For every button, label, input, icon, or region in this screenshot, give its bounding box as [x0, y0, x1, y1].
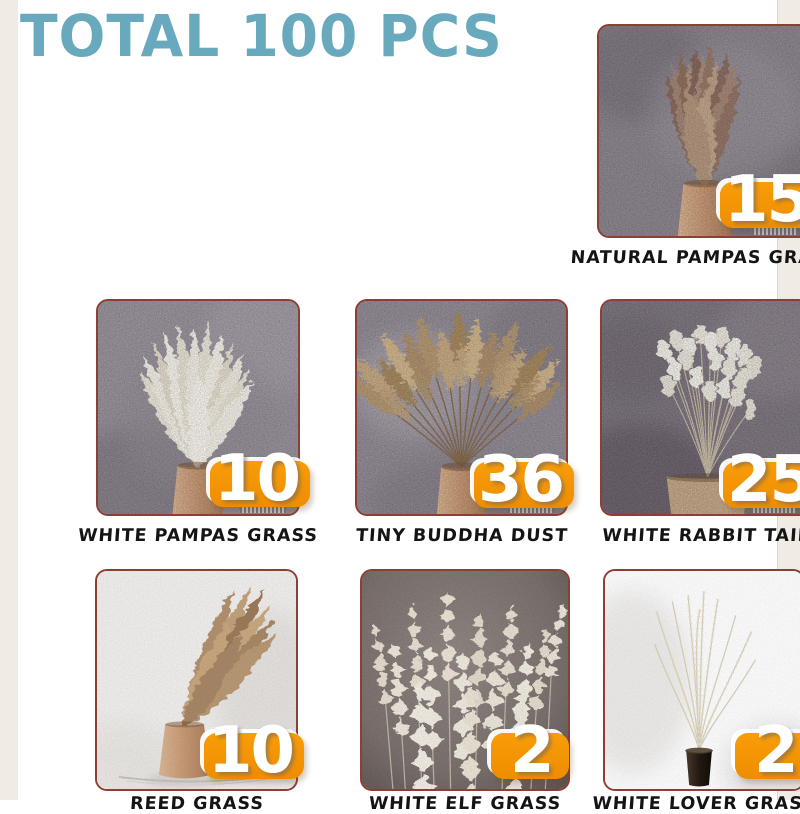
product-label: WHITE LOVER GRASS [591, 794, 800, 814]
photo-white-rabbit-tail [600, 299, 800, 516]
count-badge: 15 [720, 168, 800, 232]
product-label: WHITE ELF GRASS [368, 794, 562, 814]
count-number: 25 [727, 443, 800, 517]
count-badge: 10 [204, 719, 304, 783]
count-number: 15 [724, 163, 800, 237]
count-number: 10 [214, 442, 301, 516]
product-panel-white-elf-grass: 2 WHITE ELF GRASS [360, 569, 570, 814]
barcode-artifact [752, 228, 798, 235]
product-label: WHITE RABBIT TAIL [601, 526, 800, 546]
product-panel-natural-pampas-grass: 15 NATURAL PAMPAS GRASS [569, 24, 800, 268]
count-badge: 2 [735, 719, 800, 783]
product-panel-white-pampas-grass: 10 WHITE PAMPAS GRASS [77, 299, 319, 546]
barcode-artifact [240, 506, 286, 513]
side-strip-left [0, 0, 18, 800]
product-panel-tiny-buddha-dust: 36 TINY BUDDHA DUST [355, 299, 574, 546]
barcode-artifact [508, 506, 554, 513]
photo-natural-pampas-grass [597, 24, 800, 238]
product-label: NATURAL PAMPAS GRASS [569, 248, 800, 268]
count-number: 10 [208, 714, 295, 788]
product-label: TINY BUDDHA DUST [354, 526, 569, 546]
count-badge: 25 [723, 448, 800, 512]
page-title: TOTAL 100 PCS [20, 2, 503, 70]
count-number: 2 [510, 714, 555, 788]
product-label: REED GRASS [128, 794, 265, 814]
product-panel-white-lover-grass: 2 WHITE LOVER GRASS [592, 569, 800, 814]
barcode-artifact [751, 506, 797, 513]
product-panel-reed-grass: 10 REED GRASS [95, 569, 304, 814]
product-label: WHITE PAMPAS GRASS [77, 526, 319, 546]
count-number: 36 [478, 443, 565, 517]
count-badge: 10 [210, 447, 310, 511]
product-panel-white-rabbit-tail: 25 WHITE RABBIT TAIL [600, 299, 800, 546]
count-badge: 2 [491, 719, 569, 783]
count-badge: 36 [474, 448, 574, 512]
count-number: 2 [754, 714, 799, 788]
